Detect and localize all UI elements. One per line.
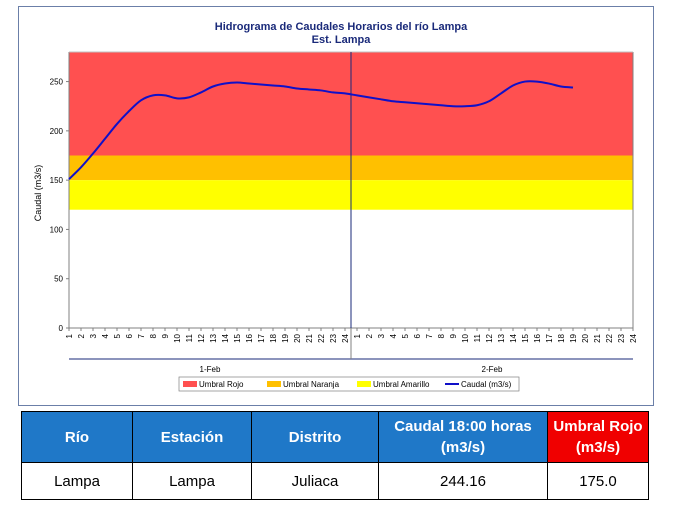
x-tick-label: 22 (605, 333, 614, 342)
x-tick-label: 7 (425, 333, 434, 338)
x-tick-label: 13 (497, 333, 506, 342)
y-tick-label: 100 (50, 225, 64, 234)
y-tick-label: 250 (50, 78, 64, 87)
x-tick-label: 1 (353, 333, 362, 338)
x-tick-label: 3 (377, 333, 386, 338)
x-tick-label: 11 (473, 333, 482, 342)
x-tick-label: 17 (545, 333, 554, 342)
y-tick-label: 200 (50, 127, 64, 136)
y-axis-title: Caudal (m3/s) (33, 165, 43, 222)
x-tick-label: 10 (461, 333, 470, 342)
chart-subtitle: Est. Lampa (312, 34, 372, 46)
header-rio: Río (21, 411, 133, 463)
x-tick-label: 16 (533, 333, 542, 342)
legend-box (178, 376, 520, 392)
y-tick-label: 50 (54, 275, 63, 284)
x-tick-label: 24 (629, 333, 638, 342)
x-tick-label: 19 (569, 333, 578, 342)
x-tick-label: 18 (269, 333, 278, 342)
x-tick-label: 12 (197, 333, 206, 342)
x-tick-label: 6 (413, 333, 422, 338)
header-estacion: Estación (132, 411, 252, 463)
x-tick-label: 9 (161, 333, 170, 338)
y-tick-label: 0 (59, 324, 64, 333)
legend-swatch (183, 381, 197, 387)
x-tick-label: 1 (65, 333, 74, 338)
x-tick-label: 4 (101, 333, 110, 338)
header-umbral-rojo: Umbral Rojo (m3/s) (547, 411, 649, 463)
x-tick-label: 11 (185, 333, 194, 342)
x-tick-label: 14 (509, 333, 518, 342)
x-tick-label: 2 (77, 333, 86, 338)
x-tick-label: 19 (281, 333, 290, 342)
x-tick-label: 8 (437, 333, 446, 338)
legend-label: Umbral Amarillo (373, 380, 430, 389)
cell-umbral-rojo: 175.0 (547, 462, 649, 500)
x-tick-label: 9 (449, 333, 458, 338)
x-tick-label: 18 (557, 333, 566, 342)
header-caudal: Caudal 18:00 horas (m3/s) (378, 411, 548, 463)
x-tick-label: 24 (341, 333, 350, 342)
header-distrito: Distrito (251, 411, 379, 463)
legend-label: Caudal (m3/s) (461, 380, 512, 389)
x-tick-label: 20 (293, 333, 302, 342)
x-tick-label: 16 (245, 333, 254, 342)
x-tick-label: 20 (581, 333, 590, 342)
legend-swatch (267, 381, 281, 387)
x-tick-label: 3 (89, 333, 98, 338)
x-tick-label: 17 (257, 333, 266, 342)
legend-swatch (357, 381, 371, 387)
x-tick-label: 10 (173, 333, 182, 342)
x-tick-label: 15 (233, 333, 242, 342)
day-label: 1-Feb (200, 365, 221, 374)
x-tick-label: 4 (389, 333, 398, 338)
x-tick-label: 21 (305, 333, 314, 342)
x-tick-label: 7 (137, 333, 146, 338)
x-tick-label: 22 (317, 333, 326, 342)
hydrograph-chart: Hidrograma de Caudales Horarios del río … (33, 21, 638, 392)
table-header-row: Río Estación Distrito Caudal 18:00 horas… (21, 411, 649, 463)
x-tick-label: 23 (329, 333, 338, 342)
cell-caudal: 244.16 (378, 462, 548, 500)
x-tick-label: 15 (521, 333, 530, 342)
legend-label: Umbral Naranja (283, 380, 340, 389)
caudal-series-line (68, 80, 574, 180)
y-tick-label: 150 (50, 176, 64, 185)
x-tick-label: 14 (221, 333, 230, 342)
table-row: Lampa Lampa Juliaca 244.16 175.0 (21, 462, 649, 500)
x-tick-label: 23 (617, 333, 626, 342)
x-tick-label: 13 (209, 333, 218, 342)
x-tick-label: 12 (485, 333, 494, 342)
x-tick-label: 2 (365, 333, 374, 338)
x-tick-label: 21 (593, 333, 602, 342)
legend-label: Umbral Rojo (199, 380, 244, 389)
x-tick-label: 8 (149, 333, 158, 338)
cell-distrito: Juliaca (251, 462, 379, 500)
x-tick-label: 5 (113, 333, 122, 338)
cell-rio: Lampa (21, 462, 133, 500)
chart-title: Hidrograma de Caudales Horarios del río … (215, 21, 468, 33)
cell-estacion: Lampa (132, 462, 252, 500)
chart-frame: Hidrograma de Caudales Horarios del río … (18, 6, 654, 406)
x-tick-label: 5 (401, 333, 410, 338)
station-table: Río Estación Distrito Caudal 18:00 horas… (21, 411, 649, 500)
x-tick-label: 6 (125, 333, 134, 338)
day-label: 2-Feb (482, 365, 503, 374)
